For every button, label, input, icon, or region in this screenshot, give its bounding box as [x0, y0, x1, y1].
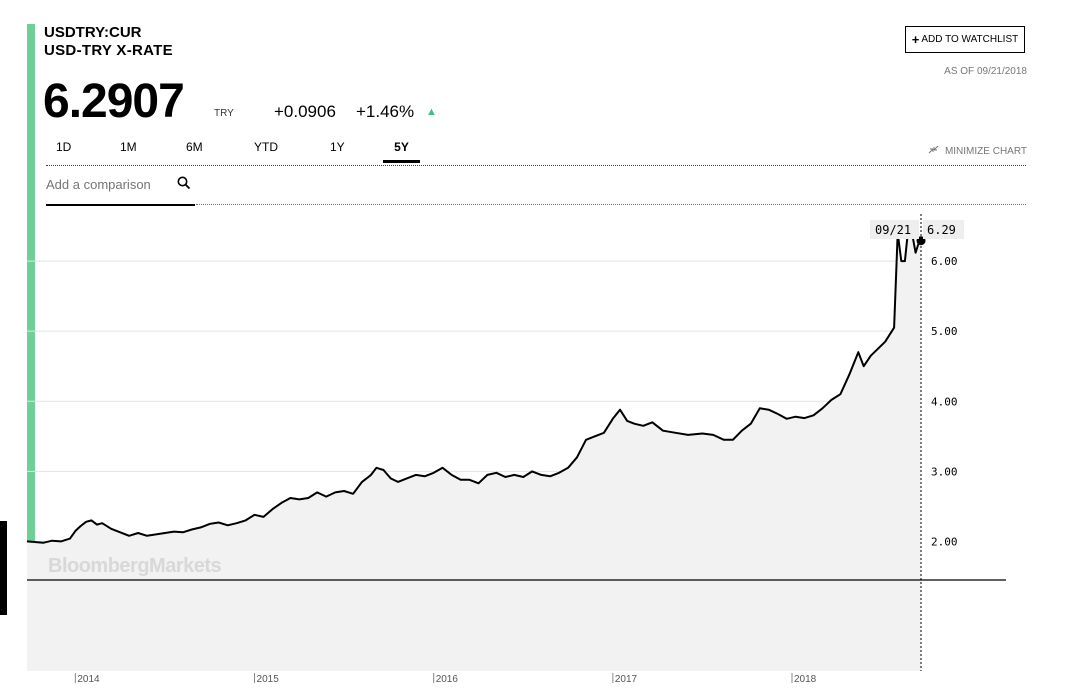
y-tick-label: 4.00 [931, 395, 958, 408]
x-tick-label: 2017 [615, 674, 638, 685]
hover-date-box [870, 220, 919, 239]
plus-icon: + [911, 32, 920, 47]
percent-change: +1.46% [356, 102, 415, 121]
hover-date-label: 09/21 [875, 223, 911, 237]
comparison-input[interactable] [46, 173, 171, 196]
instrument-name: USD-TRY X-RATE [44, 42, 173, 59]
hover-value-label: 6.29 [927, 223, 956, 237]
tab-5y[interactable]: 5Y [383, 140, 420, 163]
y-tick-label: 2.00 [931, 535, 958, 548]
search-icon[interactable] [177, 176, 191, 193]
x-tick-label: 2018 [794, 674, 817, 685]
y-tick-label: 5.00 [931, 325, 958, 338]
watermark-text: BloombergMarkets [48, 555, 222, 577]
up-arrow-icon: ▲ [426, 106, 437, 118]
left-edge-block [0, 521, 7, 615]
tab-6m[interactable]: 6M [186, 140, 203, 154]
comparison-divider [196, 204, 1026, 205]
lower-pane [27, 580, 921, 671]
hover-value-box [923, 220, 964, 239]
comparison-search [46, 173, 195, 206]
tab-ytd[interactable]: YTD [254, 140, 278, 154]
minimize-chart-button[interactable]: MINIMIZE CHART [928, 145, 1027, 157]
x-tick-label: 2016 [436, 674, 459, 685]
x-tick-label: 2014 [77, 674, 100, 685]
watchlist-label: ADD TO WATCHLIST [921, 34, 1019, 45]
price-change: +0.0906 [274, 102, 336, 121]
tab-1d[interactable]: 1D [56, 140, 72, 154]
tab-1y[interactable]: 1Y [330, 140, 345, 154]
price-line [26, 225, 922, 544]
tabs-divider [46, 165, 1026, 166]
minimize-chart-label: MINIMIZE CHART [944, 146, 1027, 157]
as-of-date: AS OF 09/21/2018 [944, 66, 1027, 77]
y-tick-label: 3.00 [931, 465, 958, 478]
accent-bar [27, 24, 35, 551]
price-area [27, 226, 921, 580]
y-tick-label: 6.00 [931, 255, 958, 268]
minimize-icon [928, 145, 942, 157]
add-to-watchlist-button[interactable]: + ADD TO WATCHLIST [905, 26, 1025, 53]
current-price: 6.2907 [43, 75, 185, 128]
currency-code: TRY [214, 108, 234, 119]
tab-1m[interactable]: 1M [120, 140, 137, 154]
x-tick-label: 2015 [257, 674, 280, 685]
ticker-symbol: USDTRY:CUR [44, 24, 142, 41]
